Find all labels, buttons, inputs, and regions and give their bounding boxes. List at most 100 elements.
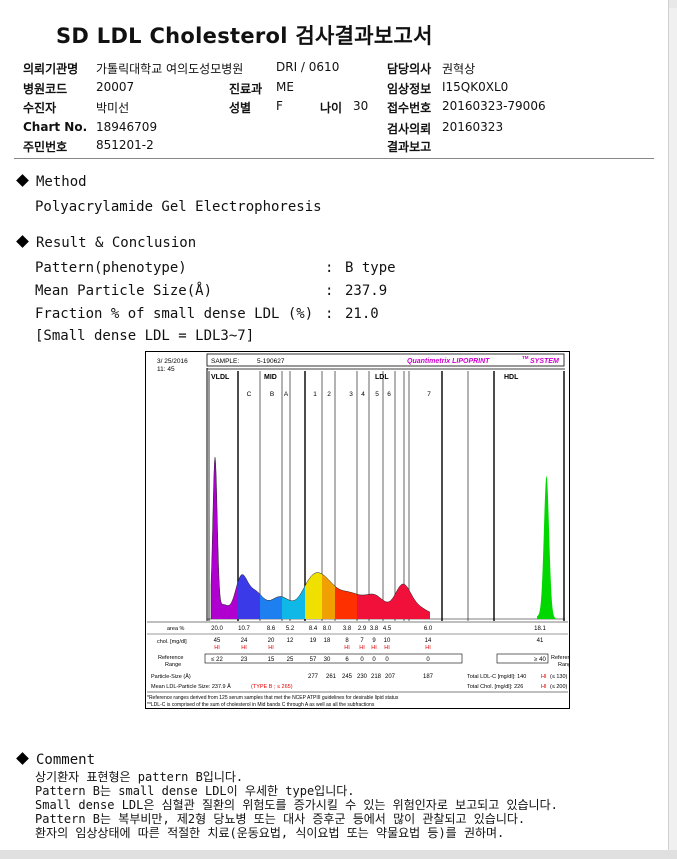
band-b-area (260, 594, 282, 619)
band-2-area (322, 574, 335, 619)
chol-value: 9 (372, 638, 376, 644)
ref-label-r2: Range (558, 662, 570, 668)
size-value: 187 (423, 674, 434, 680)
band-label: 7 (427, 391, 431, 398)
diamond-bullet-icon (16, 174, 29, 187)
ref-value: 0 (385, 657, 389, 663)
size-value: 230 (357, 674, 368, 680)
chol-flag: HI (371, 645, 377, 651)
bottom-bar (0, 850, 677, 859)
area-value: 3.8 (343, 626, 352, 632)
chol-value: 45 (214, 638, 221, 644)
system-suffix: SYSTEM (530, 358, 559, 365)
comment-line: Small dense LDL은 심혈관 질환의 위험도를 증가시킬 수 있는 … (35, 798, 558, 812)
chol-value: 12 (287, 638, 294, 644)
total-chol: Total Chol. [mg/dl]: 226 (467, 684, 523, 690)
dept-label: 진료과 (229, 82, 263, 96)
result-label-fraction: Fraction % of small dense LDL (%) (35, 306, 314, 322)
patient-label: 수진자 (23, 101, 57, 115)
total-ldl-flag: HI (541, 674, 547, 680)
lipoprint-chart: 3/ 25/2016 11: 45 SAMPLE: 5-190627 Quantimet… (145, 351, 576, 709)
group-label-mid: MID (264, 374, 277, 381)
system-name: Quantimetrix LIPOPRINT (407, 358, 490, 365)
sex-value: F (276, 99, 283, 113)
ref-value: ≥ 40 (534, 657, 546, 663)
ref-label-r1: Reference (551, 655, 570, 661)
mean-size-type: (TYPE B ; ≤ 265) (251, 684, 293, 690)
size-value: 207 (385, 674, 396, 680)
chol-flag: HI (425, 645, 431, 651)
area-value: 18.1 (534, 626, 546, 632)
area-value: 3.8 (370, 626, 379, 632)
ref-label-2: Range (165, 662, 181, 668)
chol-value: 19 (310, 638, 317, 644)
report-title: SD LDL Cholesterol 검사결과보고서 (56, 24, 433, 48)
method-text: Polyacrylamide Gel Electrophoresis (35, 199, 322, 215)
chart-no-label: Chart No. (23, 120, 88, 134)
ref-box (204, 653, 463, 664)
vldl-peak (211, 457, 238, 619)
ref-value: 15 (268, 657, 275, 663)
chol-value: 7 (360, 638, 364, 644)
band-label: 1 (313, 391, 317, 398)
clinical-info-label: 임상정보 (387, 82, 432, 96)
chol-value: 10 (384, 638, 391, 644)
band-label: 3 (349, 391, 353, 398)
profile-outline (210, 457, 431, 619)
ref-label-1: Reference (158, 655, 183, 661)
dept-value: ME (276, 80, 294, 94)
mean-size: Mean LDL-Particle Size: 237.9 Å (151, 683, 231, 690)
doctor-label: 담당의사 (387, 62, 432, 76)
area-value: 5.2 (286, 626, 295, 632)
institution-value: 가톨릭대학교 여의도성모병원 (96, 62, 244, 76)
ref-box-hdl (496, 653, 549, 664)
resident-no-label: 주민번호 (23, 140, 68, 154)
ref-value: 0 (372, 657, 376, 663)
sample-box (206, 353, 565, 367)
divider (14, 158, 654, 159)
chart-time: 11: 45 (157, 366, 175, 373)
chol-value: 20 (268, 638, 275, 644)
patient-value: 박미선 (96, 101, 130, 115)
hdl-peak (537, 475, 557, 619)
band-c-area (238, 574, 260, 619)
sample-value: 5-190627 (257, 358, 285, 365)
total-chol-flag: HI (541, 684, 547, 690)
band-label: 4 (361, 391, 365, 398)
group-label-vldl: VLDL (211, 374, 230, 381)
band-label: 6 (387, 391, 391, 398)
institution-label: 의뢰기관명 (23, 62, 79, 76)
result-value-size: 237.9 (345, 283, 388, 299)
chol-value: 18 (324, 638, 331, 644)
band-label: C (247, 391, 252, 398)
diamond-bullet-icon (16, 235, 29, 248)
group-label-hdl: HDL (504, 374, 519, 381)
ref-value: 25 (287, 657, 294, 663)
size-label: Particle-Size (Å) (151, 673, 191, 680)
area-value: 2.9 (358, 626, 367, 632)
size-value: 245 (342, 674, 353, 680)
sex-label: 성별 (229, 101, 252, 115)
chol-flag: HI (214, 645, 220, 651)
comment-line: 환자의 임상상태에 따른 적절한 치료(운동요법, 식이요법 또는 약물요법 등… (35, 826, 505, 840)
system-tm: TM (522, 355, 529, 360)
ref-value: ≤ 22 (211, 657, 223, 663)
area-label: area % (167, 626, 185, 632)
area-value: 20.0 (211, 626, 223, 632)
request-date-label: 검사의뢰 (387, 122, 432, 136)
chart-date: 3/ 25/2016 (157, 358, 188, 365)
result-sep: : (325, 260, 334, 276)
band-label: B (270, 391, 274, 398)
hospital-code-value: 20007 (96, 80, 135, 94)
ref-value: 0 (360, 657, 364, 663)
sample-label: SAMPLE: (211, 358, 239, 365)
comment-line: Pattern B는 복부비만, 제2형 당뇨병 또는 대사 증후군 등에서 많… (35, 812, 526, 826)
band-label: 5 (375, 391, 379, 398)
chol-value: 8 (345, 638, 349, 644)
chol-flag: HI (344, 645, 350, 651)
comment-line: 상기환자 표현형은 pattern B입니다. (35, 770, 244, 784)
result-label-pattern: Pattern(phenotype) (35, 260, 187, 276)
chol-flag: HI (359, 645, 365, 651)
